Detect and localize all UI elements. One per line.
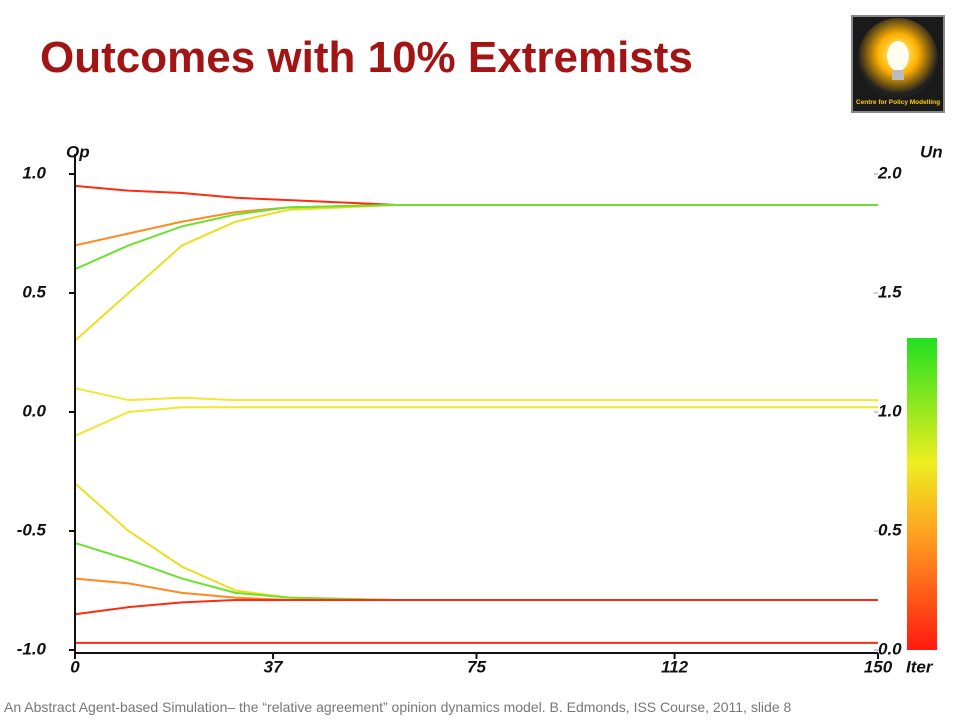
y-tick-label: 0.5 [22, 282, 46, 301]
opinion-line [74, 387, 878, 402]
logo: Centre for Policy Modelling [851, 15, 945, 113]
y2-tick-label: 0.5 [878, 520, 902, 539]
opinion-line [74, 184, 878, 206]
color-bar [907, 338, 937, 650]
logo-text: Centre for Policy Modelling [856, 99, 940, 106]
x-tick-label: 150 [864, 657, 893, 676]
opinion-line [74, 203, 878, 271]
y-tick-label: 0.0 [22, 401, 46, 420]
slide-title: Outcomes with 10% Extremists [40, 33, 693, 82]
y2-tick-label: 0.0 [878, 639, 902, 658]
opinion-line [74, 203, 878, 342]
y2-axis-label: Un [920, 142, 943, 161]
y-axis-label: Op [66, 142, 90, 161]
opinion-line [74, 541, 878, 602]
y2-tick-label: 1.5 [878, 282, 902, 301]
y-tick-label: -1.0 [17, 639, 47, 658]
y-tick-label: 1.0 [22, 163, 46, 182]
y-tick-label: -0.5 [17, 520, 47, 539]
y2-tick-label: 2.0 [877, 163, 902, 182]
x-tick-label: 0 [70, 657, 80, 676]
opinion-line [74, 406, 878, 437]
x-tick-label: 112 [661, 657, 689, 676]
plot: 1.0 0.5 0.0 -0.5 -1.0 2.0 1.5 1.0 0.5 0.0 0 37 75 112… [17, 142, 943, 676]
opinion-line [74, 599, 878, 616]
x-axis-label: Iter [906, 657, 934, 676]
x-tick-label: 37 [264, 657, 284, 676]
y2-tick-label: 1.0 [878, 401, 902, 420]
x-tick-label: 75 [467, 657, 486, 676]
footer: An Abstract Agent-based Simulation– the … [4, 699, 791, 715]
